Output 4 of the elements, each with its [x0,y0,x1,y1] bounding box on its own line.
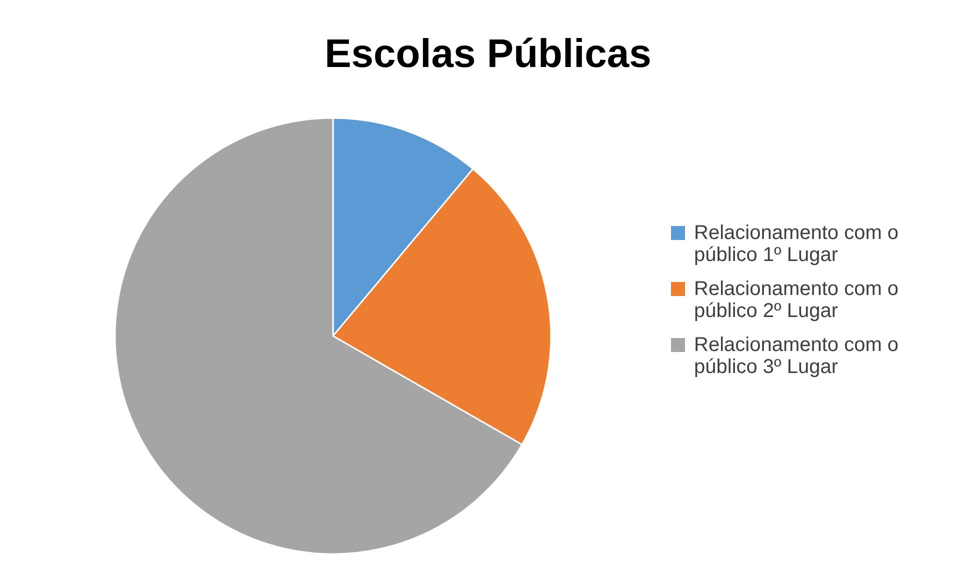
legend-label: Relacionamento com o público 2º Lugar [694,278,899,322]
legend-label: Relacionamento com o público 1º Lugar [694,222,899,266]
chart-title: Escolas Públicas [324,32,652,76]
legend-label: Relacionamento com o público 3º Lugar [694,334,899,378]
